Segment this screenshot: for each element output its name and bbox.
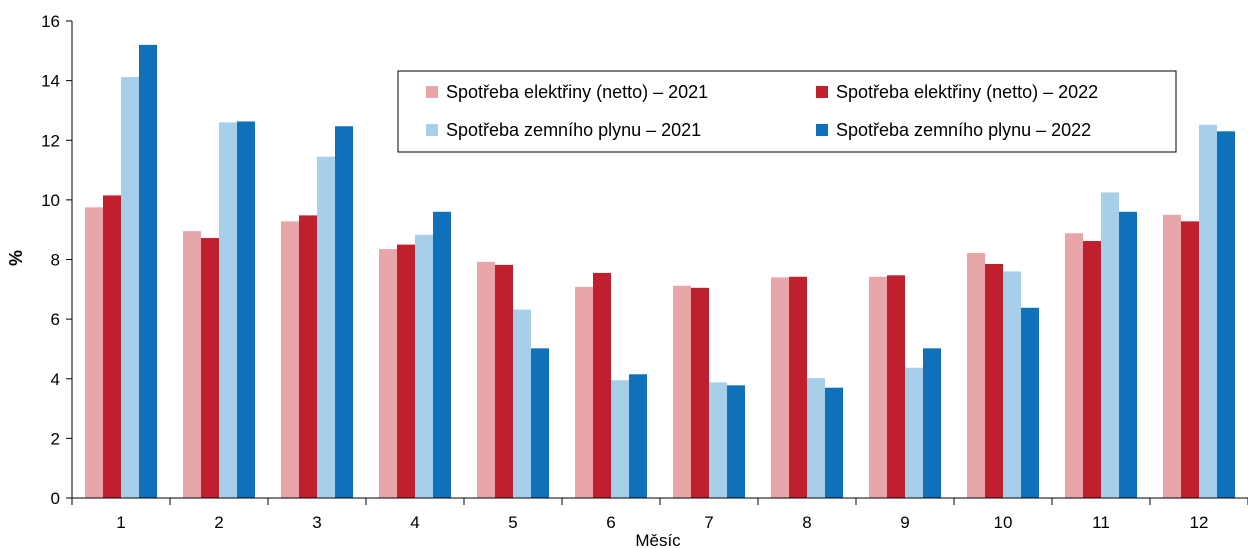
bar-s3-m12 — [1199, 124, 1217, 498]
x-tick-label: 2 — [214, 513, 223, 532]
y-tick-label: 6 — [51, 310, 60, 329]
bar-s3-m4 — [415, 234, 433, 498]
bar-s4-m10 — [1021, 307, 1039, 498]
bar-s4-m8 — [825, 387, 843, 498]
legend-box — [397, 70, 1177, 153]
bar-s3-m2 — [219, 122, 237, 499]
bar-s1-m4 — [379, 249, 397, 498]
x-tick-label: 6 — [606, 513, 615, 532]
bar-s3-m10 — [1003, 271, 1021, 498]
bar-s1-m3 — [281, 221, 299, 498]
bar-s2-m3 — [299, 215, 317, 498]
y-tick-label: 4 — [51, 370, 60, 389]
bar-s4-m1 — [139, 44, 157, 498]
legend-entry-1: Spotřeba elektřiny (netto) – 2021 — [446, 82, 708, 102]
y-tick-label: 8 — [51, 251, 60, 270]
bar-s2-m10 — [985, 263, 1003, 498]
bar-s2-m11 — [1083, 241, 1101, 498]
x-tick-label: 9 — [900, 513, 909, 532]
x-tick-label: 3 — [312, 513, 321, 532]
bar-s3-m5 — [513, 309, 531, 498]
bars-group — [85, 44, 1235, 499]
bar-s1-m8 — [771, 277, 789, 498]
y-tick-label: 14 — [41, 72, 60, 91]
bar-s4-m2 — [237, 121, 255, 498]
legend: Spotřeba elektřiny (netto) – 2021 Spotřeb… — [397, 70, 1177, 153]
bar-s3-m1 — [121, 77, 139, 499]
bar-s2-m2 — [201, 238, 219, 498]
legend-swatch-2 — [816, 86, 828, 98]
bar-s4-m7 — [727, 385, 745, 498]
bar-s1-m7 — [673, 285, 691, 498]
y-tick-label: 2 — [51, 429, 60, 448]
bar-s2-m9 — [887, 275, 905, 498]
legend-swatch-3 — [426, 124, 438, 136]
bar-s2-m12 — [1181, 221, 1199, 498]
x-tick-label: 12 — [1190, 513, 1209, 532]
bar-s2-m1 — [103, 195, 121, 498]
legend-swatch-1 — [426, 86, 438, 98]
x-tick-label: 10 — [994, 513, 1013, 532]
bar-s3-m7 — [709, 382, 727, 498]
y-tick-label: 0 — [51, 489, 60, 508]
x-axis-title: Měsíc — [635, 531, 681, 548]
bar-s3-m3 — [317, 156, 335, 498]
bar-s1-m10 — [967, 252, 985, 498]
bar-s2-m6 — [593, 272, 611, 498]
bar-s1-m9 — [869, 276, 887, 498]
y-axis-title: % — [6, 250, 26, 266]
x-tick-label: 1 — [116, 513, 125, 532]
bar-s3-m11 — [1101, 192, 1119, 499]
bar-s4-m4 — [433, 211, 451, 499]
y-tick-label: 16 — [41, 12, 60, 31]
y-tick-label: 12 — [41, 131, 60, 150]
legend-entry-3: Spotřeba zemního plynu – 2021 — [446, 120, 701, 140]
bar-s1-m6 — [575, 286, 593, 498]
bar-s1-m1 — [85, 207, 103, 498]
x-tick-label: 5 — [508, 513, 517, 532]
bar-s4-m3 — [335, 126, 353, 499]
y-tick-label: 10 — [41, 191, 60, 210]
bar-s1-m12 — [1163, 214, 1181, 498]
bar-s3-m6 — [611, 380, 629, 498]
bar-s4-m12 — [1217, 131, 1235, 498]
x-tick-label: 4 — [410, 513, 419, 532]
legend-swatch-4 — [816, 124, 828, 136]
bar-s1-m5 — [477, 261, 495, 498]
bar-s2-m8 — [789, 276, 807, 498]
bar-s2-m7 — [691, 287, 709, 498]
x-tick-label: 7 — [704, 513, 713, 532]
bar-s4-m5 — [531, 348, 549, 498]
legend-entry-2: Spotřeba elektřiny (netto) – 2022 — [836, 82, 1098, 102]
bar-s4-m11 — [1119, 211, 1137, 499]
bar-s3-m9 — [905, 367, 923, 498]
x-tick-label: 8 — [802, 513, 811, 532]
bar-s2-m5 — [495, 264, 513, 498]
bar-s4-m6 — [629, 374, 647, 498]
bar-s4-m9 — [923, 348, 941, 498]
bar-s1-m2 — [183, 231, 201, 498]
bar-s2-m4 — [397, 244, 415, 498]
bar-s1-m11 — [1065, 233, 1083, 498]
legend-entry-4: Spotřeba zemního plynu – 2022 — [836, 120, 1091, 140]
bar-s3-m8 — [807, 378, 825, 498]
x-tick-label: 11 — [1092, 513, 1110, 532]
